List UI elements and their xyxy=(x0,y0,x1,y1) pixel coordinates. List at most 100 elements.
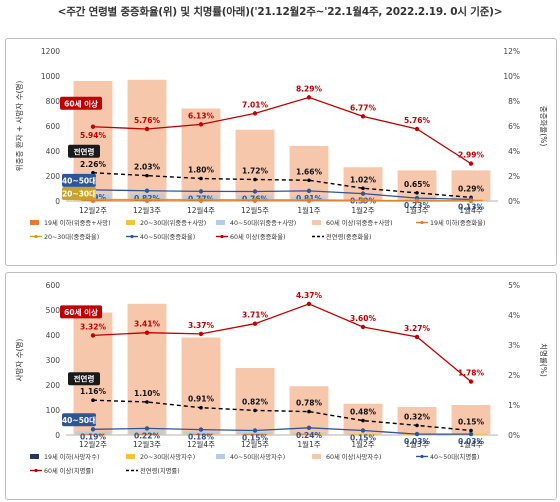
chart1-legend-swatch-dot xyxy=(34,468,38,473)
chart1-series-point-1 xyxy=(253,408,257,413)
chart1-legend-swatch xyxy=(30,454,39,459)
chart1-y-tick-label: 300 xyxy=(46,356,61,365)
chart0-data-label: 5.76% xyxy=(404,116,431,125)
chart0-y2-tick-label: 2% xyxy=(508,172,520,181)
chart1-y2-tick-label: 0% xyxy=(508,431,520,440)
chart1-bar-age-40-50 xyxy=(291,432,327,435)
chart0-y-tick-label: 400 xyxy=(46,147,61,156)
chart1-data-label: 0.91% xyxy=(188,395,215,404)
chart0-y2-tick-label: 6% xyxy=(508,122,520,131)
chart1-y2-tick-label: 3% xyxy=(508,341,520,350)
chart0-series-point-4 xyxy=(306,198,312,204)
chart1-y2-tick-label: 4% xyxy=(508,311,520,320)
chart1-series-point-1 xyxy=(361,418,365,423)
chart0-legend-swatch xyxy=(30,220,39,225)
chart1-data-label: 3.37% xyxy=(188,321,215,330)
chart1-bar-sixty-plus xyxy=(181,337,221,435)
chart0-y-tick-label: 800 xyxy=(46,97,61,106)
chart1-data-label: 0.03% xyxy=(458,437,485,446)
chart0-y-tick-label: 600 xyxy=(46,122,61,131)
chart0-legend-item: 60세 이상(위중증+사망) xyxy=(326,218,393,227)
chart1-tag-age-40-50: 40~50대 xyxy=(62,415,96,425)
chart0-y2-axis-label: 중증화율(%) xyxy=(539,106,548,147)
chart1-y-tick-label: 600 xyxy=(46,281,61,290)
chart1-series-point-0 xyxy=(252,321,258,326)
chart0-series-point-2 xyxy=(360,191,366,196)
chart0-series-point-2 xyxy=(144,188,150,193)
chart0-data-label: 2.26% xyxy=(80,160,107,169)
chart1-bar-age-under-19 xyxy=(243,433,267,435)
chart0-legend-swatch-dot xyxy=(34,234,38,239)
chart1-data-label: 4.37% xyxy=(296,291,323,300)
chart0-series-point-0 xyxy=(306,95,312,100)
chart1-series-point-1 xyxy=(415,423,419,428)
fatality-rate-chart-panel: 0 100 200 300 400 500 600 0% 1% 2% 3% 4% 5% 사망자 수(명) 치… xyxy=(5,272,557,500)
chart1-series-point-2 xyxy=(198,427,204,432)
chart1-x-tick-label: 12월5주 xyxy=(241,439,269,449)
chart0-tag-age-40-50-bg xyxy=(62,173,96,187)
fatality-rate-chart: 0 100 200 300 400 500 600 0% 1% 2% 3% 4% 5% 사망자 수(명) 치… xyxy=(14,281,549,475)
chart1-y-tick-label: 500 xyxy=(46,306,61,315)
chart0-series-point-0 xyxy=(198,122,204,127)
chart1-bar-age-under-19 xyxy=(81,433,105,435)
severity-rate-chart: 0 200 400 600 800 1000 1200 0% 2% 4% 6% 8% 10% 12% 위중증… xyxy=(14,47,548,241)
chart1-series-point-1 xyxy=(199,405,203,410)
chart1-bar-age-under-19 xyxy=(189,433,213,435)
chart1-series-point-2 xyxy=(468,431,474,437)
chart1-series-point-0 xyxy=(360,324,366,330)
chart0-series-point-4 xyxy=(414,198,420,204)
chart0-legend-swatch xyxy=(126,220,135,225)
chart1-legend-item: 40~50대(사망자수) xyxy=(230,452,285,461)
chart1-series-point-0 xyxy=(468,379,474,384)
chart0-series-point-4 xyxy=(360,198,366,204)
chart1-y2-tick-label: 5% xyxy=(508,281,520,290)
chart1-bar-age-40-50 xyxy=(75,431,111,435)
chart0-y2-tick-label: 10% xyxy=(503,72,520,81)
chart0-legend-item: 60세 이상(중증화율) xyxy=(230,232,285,241)
chart1-series-point-1 xyxy=(307,409,311,414)
chart0-data-label: 8.29% xyxy=(296,84,323,93)
chart0-legend-swatch-dot xyxy=(130,234,134,239)
chart1-y2-tick-label: 1% xyxy=(508,401,520,410)
chart1-data-label: 0.78% xyxy=(296,399,323,408)
chart0-series-point-0 xyxy=(252,111,258,116)
severity-rate-chart-panel: 0 200 400 600 800 1000 1200 0% 2% 4% 6% 8% 10% 12% 위중증… xyxy=(5,38,557,266)
chart1-legend-item: 40~50대(치명률) xyxy=(430,452,479,461)
chart1-data-label: 0.03% xyxy=(404,437,431,446)
chart0-legend-item: 20~30대(중증화율) xyxy=(44,233,99,241)
chart1-legend-swatch xyxy=(216,454,225,459)
chart0-series-point-0 xyxy=(360,114,366,119)
chart1-data-label: 0.32% xyxy=(404,412,431,421)
chart1-y-tick-label: 200 xyxy=(46,381,61,390)
chart0-data-label: 7.01% xyxy=(242,100,269,109)
chart0-data-label: 0.29% xyxy=(458,184,485,193)
chart0-series-point-0 xyxy=(144,126,150,132)
chart0-legend-item: 40~50대(중증화율) xyxy=(140,233,195,241)
chart0-series-point-4 xyxy=(144,198,150,204)
chart1-bar-age-20-30 xyxy=(348,433,378,435)
chart1-tag-age-40-50-bg xyxy=(62,413,96,427)
chart0-data-label: 2.03% xyxy=(134,163,161,172)
chart1-bar-age-under-19 xyxy=(297,433,321,435)
chart1-data-label: 0.15% xyxy=(350,434,377,443)
chart1-bar-sixty-plus xyxy=(397,407,437,435)
chart0-series-point-0 xyxy=(468,161,474,166)
chart1-series-point-0 xyxy=(144,330,150,335)
chart1-x-tick-label: 1월1주 xyxy=(297,439,320,449)
chart1-x-tick-label: 1월4주 xyxy=(459,439,482,449)
chart0-tag-age-20-30-bg xyxy=(62,187,96,200)
chart0-legend-swatch xyxy=(216,220,225,225)
chart1-series-line-1 xyxy=(92,399,472,432)
chart0-series-point-0 xyxy=(414,126,420,132)
chart0-bar-age-40-50 xyxy=(129,193,165,201)
chart0-legend-item: 전연령(중증화율) xyxy=(326,232,371,241)
chart0-tag-age-40-50: 40~50대 xyxy=(62,175,96,185)
chart1-data-label: 0.15% xyxy=(242,434,269,443)
chart0-tag-age-20-30: 20~30대 xyxy=(62,189,96,199)
chart0-series-point-1 xyxy=(307,178,311,183)
chart1-y2-axis-label: 치명률(%) xyxy=(539,343,549,377)
chart1-legend-item: 20~30대(사망자수) xyxy=(140,452,195,461)
chart0-legend-item: 19세 이하(위중증+사망) xyxy=(44,218,111,227)
chart1-x-tick-label: 12월2주 xyxy=(79,439,107,449)
chart0-data-label: 2.99% xyxy=(458,151,485,160)
